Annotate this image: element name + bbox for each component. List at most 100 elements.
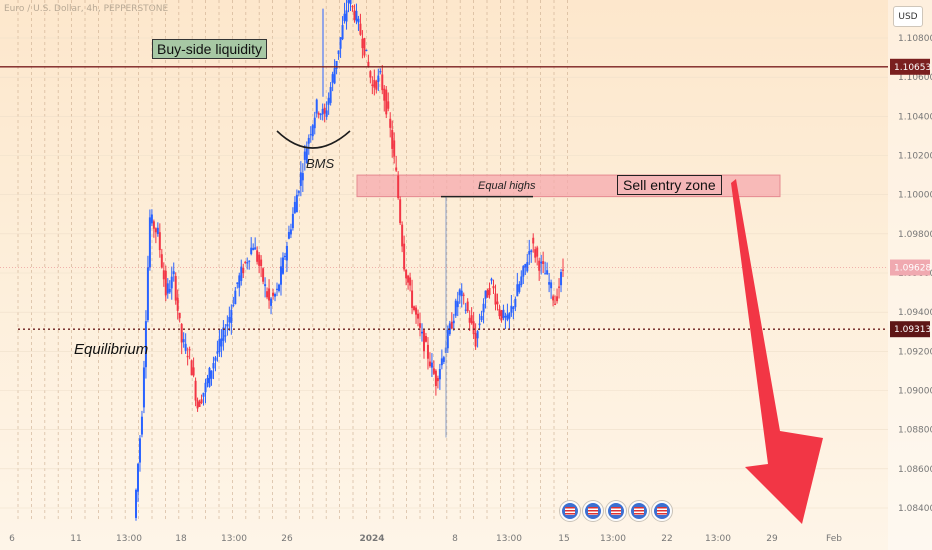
equilibrium-price-tag: 1.09313 bbox=[894, 325, 931, 335]
price-tick-label: 1.09200 bbox=[898, 347, 932, 357]
candle-body bbox=[450, 321, 453, 329]
candle-body bbox=[554, 303, 557, 305]
candle-body bbox=[188, 349, 191, 351]
time-tick-label: 13:00 bbox=[116, 534, 142, 544]
candle-body bbox=[135, 489, 137, 518]
candle-body bbox=[204, 382, 207, 393]
candle-body bbox=[202, 392, 205, 397]
candle-body bbox=[293, 201, 296, 213]
price-tick-label: 1.10800 bbox=[898, 34, 932, 44]
candle-body bbox=[456, 301, 459, 308]
candle-body bbox=[464, 309, 467, 311]
candle-body bbox=[391, 130, 394, 149]
candle-body bbox=[142, 367, 145, 408]
candle-body bbox=[339, 37, 342, 49]
candle-body bbox=[345, 10, 348, 22]
time-tick-label: 22 bbox=[661, 534, 672, 544]
candle-body bbox=[532, 237, 535, 244]
candle-body bbox=[270, 298, 273, 306]
candle-body bbox=[375, 81, 378, 90]
candle-body bbox=[311, 125, 314, 137]
price-tick-label: 1.08400 bbox=[898, 504, 932, 514]
candle-body bbox=[548, 282, 551, 285]
candle-body bbox=[154, 228, 157, 233]
candle-body bbox=[462, 294, 465, 296]
candle-body bbox=[490, 278, 493, 281]
candle-body bbox=[371, 84, 374, 86]
candle-body bbox=[321, 108, 324, 115]
candle-body bbox=[383, 88, 386, 101]
candle-body bbox=[512, 307, 515, 309]
candle-body bbox=[295, 194, 298, 213]
candle-body bbox=[186, 355, 189, 358]
candle-body bbox=[309, 134, 312, 136]
time-tick-label: 8 bbox=[452, 534, 458, 544]
candle-body bbox=[446, 329, 449, 349]
candle-body bbox=[230, 309, 233, 324]
candle-body bbox=[190, 360, 193, 376]
candle-body bbox=[351, 6, 354, 8]
candle-body bbox=[278, 284, 280, 291]
time-tick-label: 13:00 bbox=[600, 534, 626, 544]
candle-body bbox=[367, 61, 370, 67]
candle-body bbox=[315, 99, 318, 114]
candle-body bbox=[254, 247, 257, 250]
candle-body bbox=[281, 257, 284, 274]
candle-body bbox=[430, 362, 433, 368]
candle-body bbox=[220, 338, 223, 347]
candle-body bbox=[210, 370, 213, 379]
candle-body bbox=[242, 267, 245, 274]
candle-body bbox=[377, 75, 380, 82]
time-tick-label: 18 bbox=[175, 534, 187, 544]
candle-body bbox=[381, 74, 384, 91]
candle-body bbox=[301, 173, 304, 181]
candle-body bbox=[307, 137, 310, 144]
candle-body bbox=[440, 358, 443, 366]
candle-body bbox=[349, 0, 352, 5]
us-flag-icon[interactable] bbox=[606, 501, 626, 521]
us-flag-icon[interactable] bbox=[560, 501, 580, 521]
candle-body bbox=[424, 336, 427, 342]
candle-body bbox=[178, 312, 181, 319]
candle-body bbox=[168, 288, 171, 293]
candle-body bbox=[385, 89, 388, 115]
candle-body bbox=[240, 266, 243, 281]
candle-body bbox=[560, 272, 563, 286]
candle-body bbox=[361, 38, 364, 49]
candle-body bbox=[305, 148, 308, 164]
time-tick-label: 13:00 bbox=[496, 534, 522, 544]
candle-body bbox=[200, 399, 203, 403]
currency-selector[interactable]: USD bbox=[893, 6, 923, 27]
candle-body bbox=[426, 344, 429, 359]
candle-body bbox=[333, 68, 336, 84]
us-flag-icon[interactable] bbox=[629, 501, 649, 521]
candle-body bbox=[536, 247, 539, 257]
candle-body bbox=[222, 327, 225, 341]
candle-body bbox=[291, 213, 294, 229]
candle-body bbox=[319, 114, 322, 116]
candle-body bbox=[395, 167, 398, 171]
us-flag-icon[interactable] bbox=[583, 501, 603, 521]
candle-body bbox=[401, 224, 404, 247]
current-price-tag-bg bbox=[890, 259, 930, 276]
price-tick-label: 1.08800 bbox=[898, 426, 932, 436]
candle-body bbox=[516, 284, 519, 297]
candle-body bbox=[256, 250, 259, 262]
candle-body bbox=[152, 221, 155, 229]
us-flag-icon[interactable] bbox=[652, 501, 672, 521]
price-tick-label: 1.09800 bbox=[898, 230, 932, 240]
candle-body bbox=[192, 367, 195, 376]
candle-body bbox=[494, 293, 497, 305]
bms-label: BMS bbox=[306, 156, 335, 171]
candle-body bbox=[297, 191, 300, 193]
equal-highs-label: Equal highs bbox=[478, 180, 536, 192]
candle-body bbox=[250, 247, 253, 255]
candle-body bbox=[484, 290, 487, 299]
candle-body bbox=[452, 320, 455, 324]
candle-body bbox=[262, 268, 265, 282]
liquidity-price-tag-bg bbox=[890, 58, 930, 75]
candle-body bbox=[542, 261, 545, 264]
candle-body bbox=[403, 243, 406, 270]
